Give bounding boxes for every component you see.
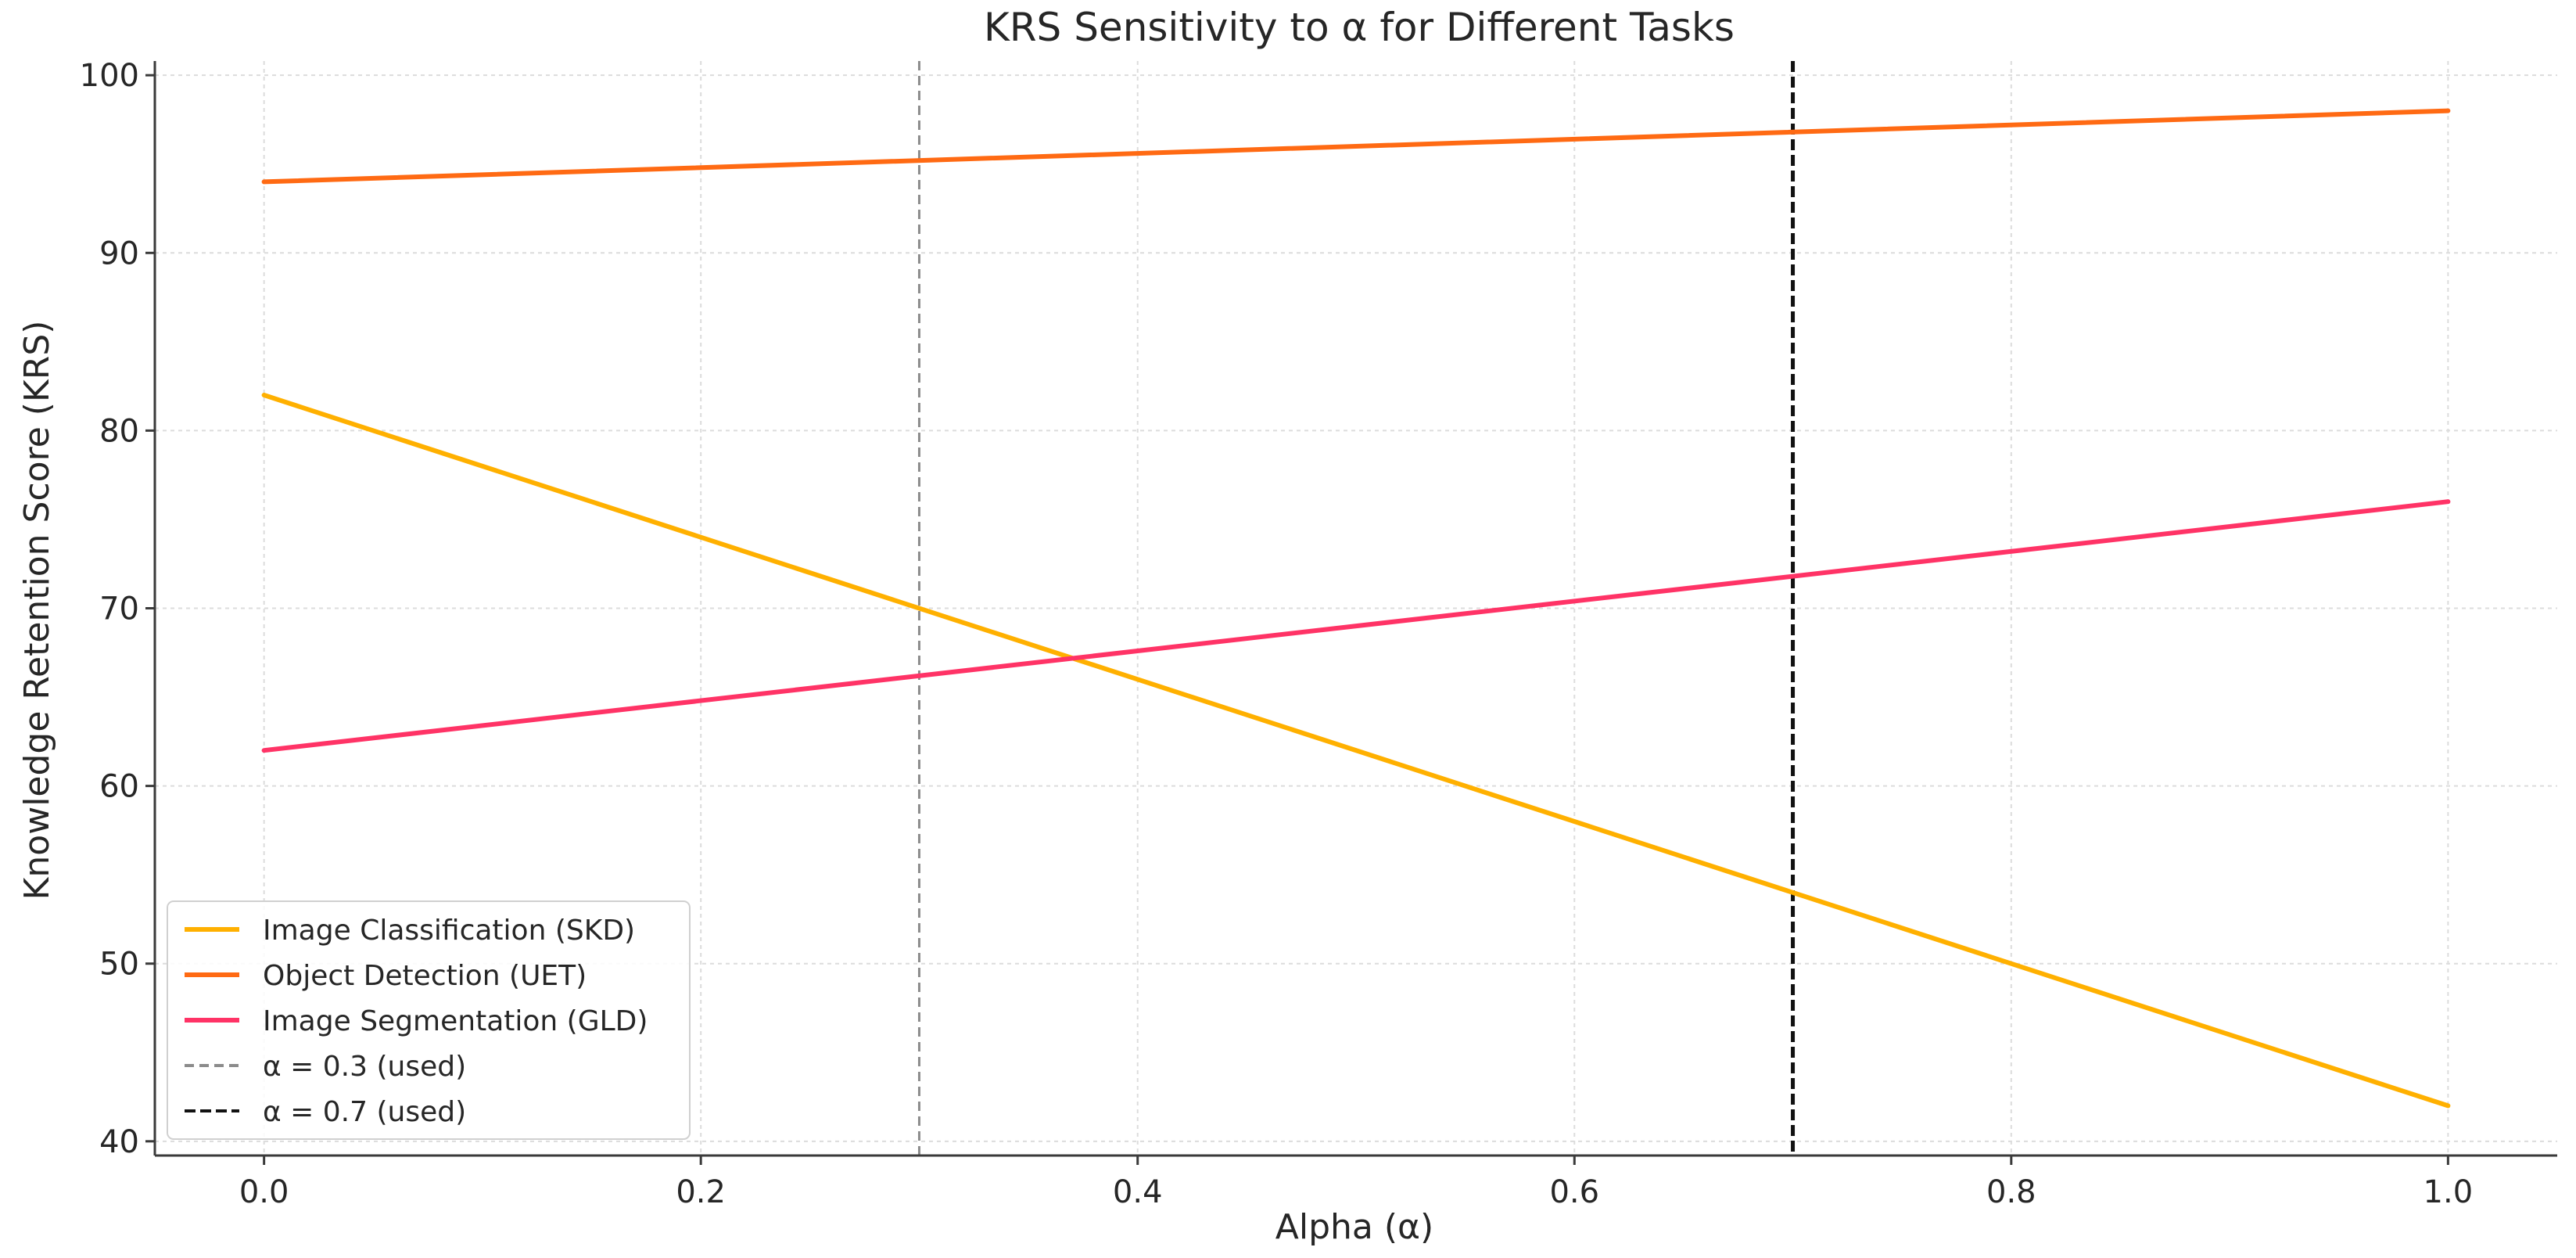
legend-label-1: Image Classification (SKD) [263,915,635,947]
x-axis-label: Alpha (α) [1275,1207,1433,1247]
reference-lines [917,61,1796,1156]
y-tick-label: 70 [99,591,139,627]
legend-label-4: α = 0.3 (used) [263,1051,466,1083]
legend-label-2: Object Detection (UET) [263,960,587,992]
y-tick-label: 100 [80,58,139,94]
grid [155,61,2557,1156]
legend-box [167,900,691,1140]
x-tick-label: 0.6 [1549,1174,1599,1210]
x-tick-label: 0.2 [676,1174,726,1210]
chart-title: KRS Sensitivity to α for Different Tasks [984,5,1735,50]
y-tick-label: 90 [99,235,139,271]
series-lines [261,108,2451,1109]
x-tick-labels: 0.0 0.2 0.4 0.6 0.8 1.0 [239,1174,2473,1210]
axes [145,61,2557,1165]
y-tick-label: 50 [99,947,139,983]
x-tick-label: 0.4 [1113,1174,1163,1210]
x-tick-label: 0.0 [239,1174,289,1210]
series-line-3 [261,499,2451,753]
y-tick-label: 40 [99,1124,139,1160]
y-tick-label: 80 [99,413,139,449]
legend-label-3: Image Segmentation (GLD) [263,1005,648,1037]
series-line-2 [261,108,2451,185]
y-axis-label: Knowledge Retention Score (KRS) [17,321,57,900]
x-tick-label: 1.0 [2424,1174,2474,1210]
legend: Image Classification (SKD) Object Detecti… [167,900,691,1140]
series-line-1 [261,393,2451,1109]
x-tick-label: 0.8 [1986,1174,2036,1210]
legend-label-5: α = 0.7 (used) [263,1096,466,1128]
y-tick-labels: 40 50 60 70 80 90 100 [80,58,139,1160]
y-tick-label: 60 [99,769,139,805]
